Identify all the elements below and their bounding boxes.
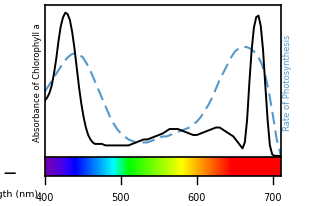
Text: Wavelength (nm):: Wavelength (nm): bbox=[0, 189, 42, 198]
Y-axis label: Rate of Photosynthesis: Rate of Photosynthesis bbox=[283, 34, 292, 130]
Y-axis label: Absorbance of Chlorophyll a: Absorbance of Chlorophyll a bbox=[33, 23, 42, 141]
Text: 600: 600 bbox=[188, 192, 206, 202]
Text: 700: 700 bbox=[264, 192, 282, 202]
Text: 400: 400 bbox=[36, 192, 54, 202]
Text: 500: 500 bbox=[112, 192, 130, 202]
Text: —: — bbox=[3, 167, 16, 179]
